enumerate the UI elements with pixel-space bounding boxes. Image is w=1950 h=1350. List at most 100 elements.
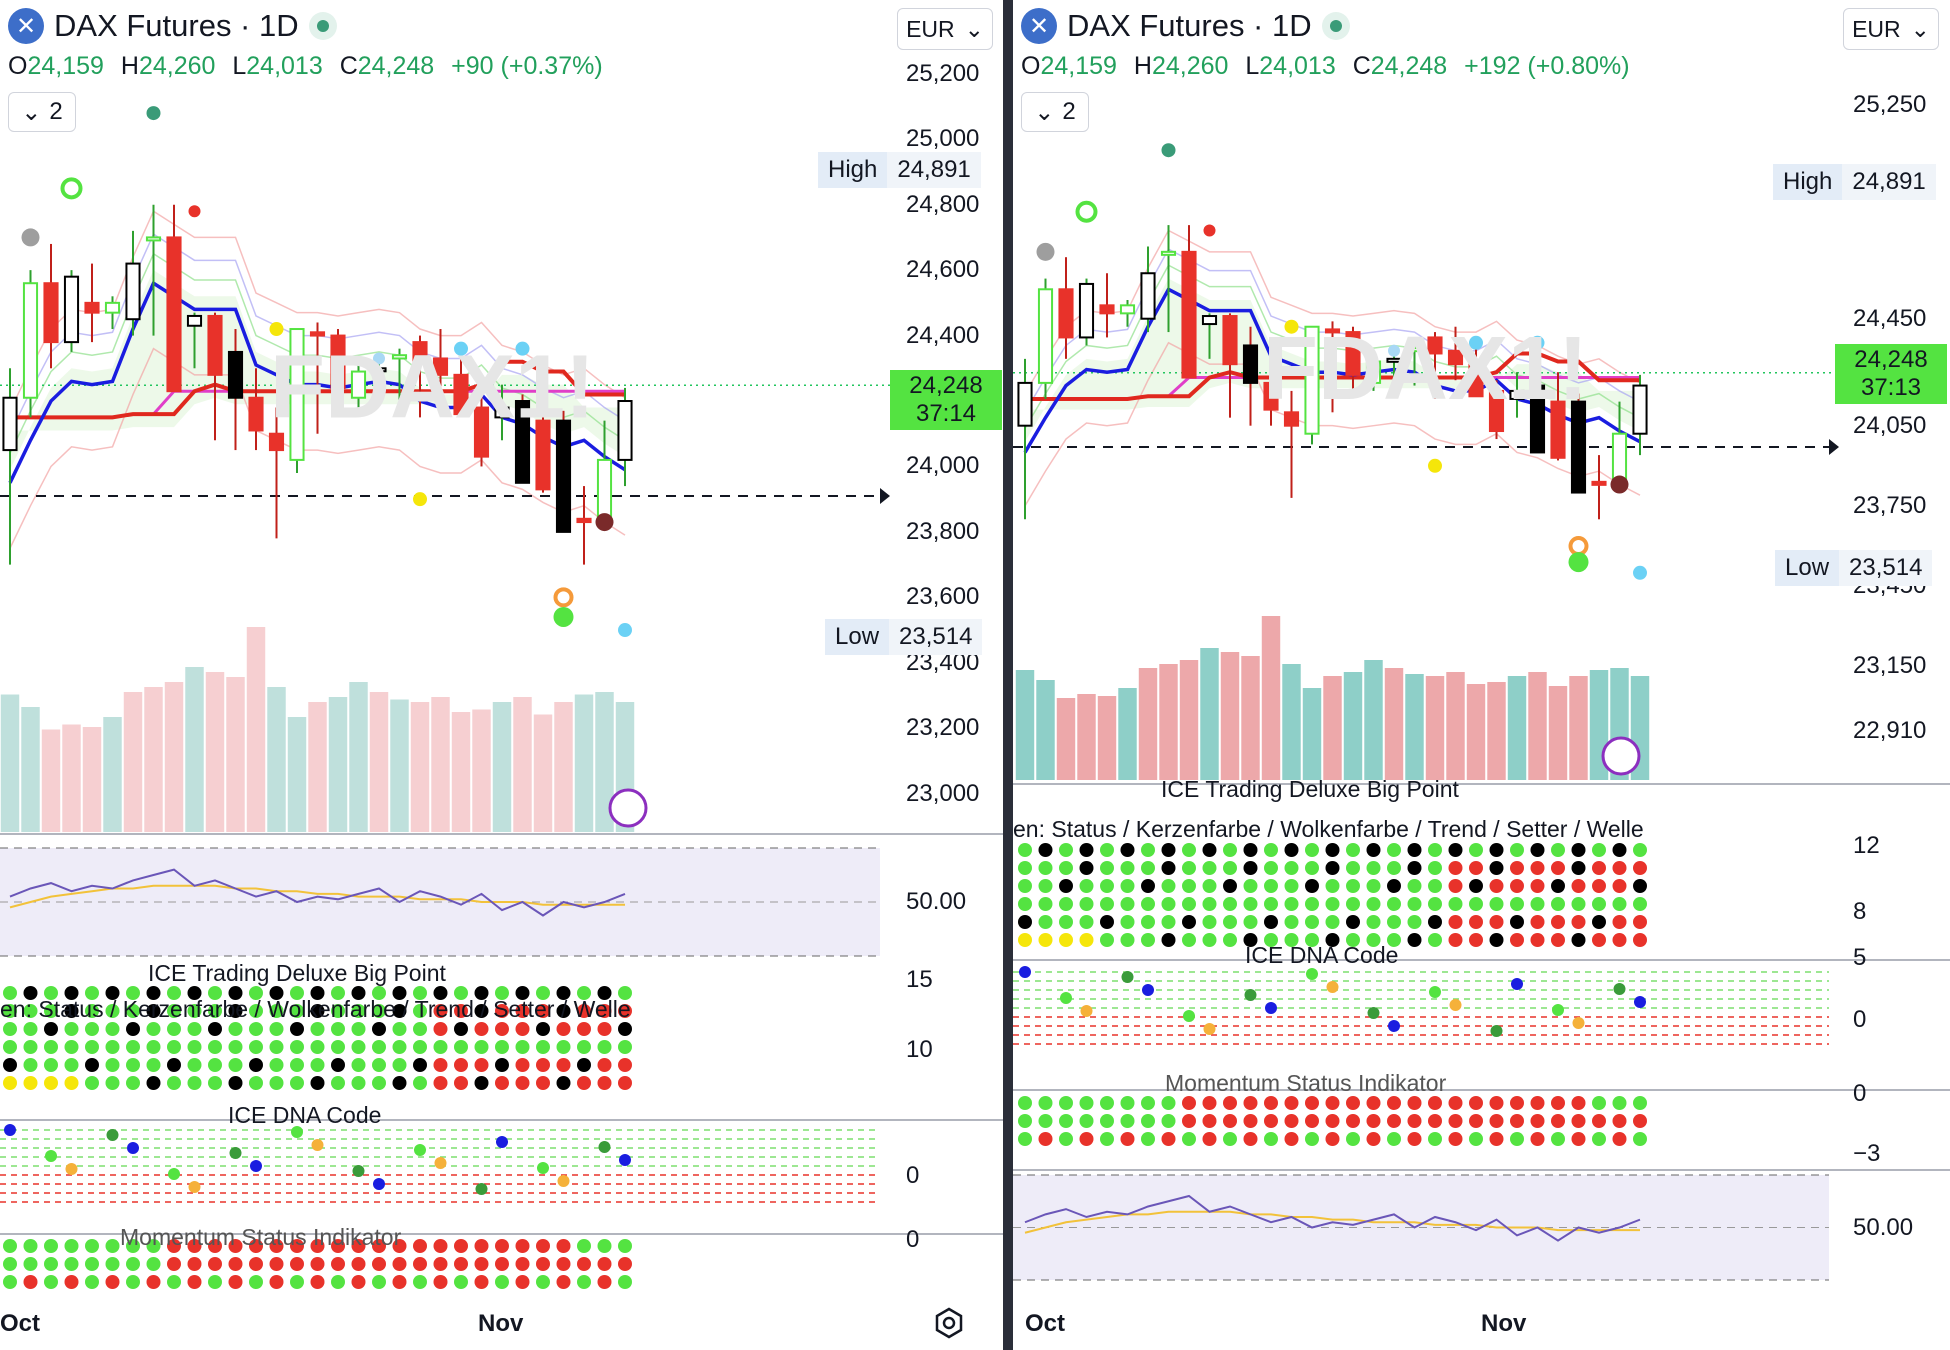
- big-point-dot: [556, 1022, 571, 1036]
- big-point-dot: [1305, 897, 1319, 911]
- momentum-dot: [290, 1239, 304, 1253]
- big-point-dot: [23, 1040, 38, 1054]
- momentum-dot: [208, 1275, 222, 1289]
- dna-dot: [619, 1154, 631, 1166]
- big-point-dot: [228, 1022, 243, 1036]
- big-point-dot: [1325, 897, 1340, 911]
- big-point-dot: [1346, 933, 1360, 947]
- big-point-dot: [1223, 915, 1237, 929]
- big-point-dot: [1469, 861, 1483, 875]
- big-point-dot: [1161, 843, 1176, 857]
- symbol-title[interactable]: DAX Futures · 1D: [1067, 8, 1312, 43]
- candle-body: [1181, 250, 1197, 379]
- momentum-dot: [1571, 1096, 1586, 1110]
- big-point-dot: [1100, 861, 1114, 875]
- momentum-dot: [372, 1257, 386, 1271]
- momentum-dot: [1510, 1132, 1524, 1146]
- symbol-header[interactable]: ✕ DAX Futures · 1D: [1021, 8, 1350, 44]
- big-point-dot: [126, 1004, 140, 1018]
- momentum-dot: [85, 1257, 99, 1271]
- bar-countdown: 37:13: [1860, 374, 1922, 401]
- momentum-dot: [1592, 1096, 1606, 1110]
- price-tick-label: 24,800: [906, 190, 980, 218]
- currency-select[interactable]: EUR ⌄: [897, 8, 993, 50]
- volume-bar: [1302, 688, 1322, 780]
- big-point-dot: [1325, 915, 1340, 929]
- big-point-dot: [1551, 861, 1565, 875]
- dashed-line-arrow: [1829, 439, 1839, 455]
- candle-body: [432, 357, 449, 376]
- momentum-dot: [105, 1257, 120, 1271]
- indicators-collapse-button[interactable]: ⌄ 2: [1021, 92, 1089, 132]
- big-point-dot: [556, 1040, 571, 1054]
- right-chart-pane[interactable]: FDAX1! ✕ DAX Futures · 1D O24,159 H24,26…: [1013, 0, 1950, 1350]
- left-chart-canvas[interactable]: FDAX1!: [0, 0, 1003, 1350]
- indicators-collapse-button[interactable]: ⌄ 2: [8, 92, 76, 132]
- big-point-dot: [1059, 915, 1073, 929]
- momentum-dot: [392, 1257, 407, 1271]
- dna-dot: [1572, 1017, 1585, 1029]
- big-point-dot: [290, 1022, 304, 1036]
- left-chart-pane[interactable]: FDAX1! ✕ DAX Futures · 1D O24,159 H24,26…: [0, 0, 1003, 1350]
- symbol-header[interactable]: ✕ DAX Futures · 1D: [8, 8, 337, 44]
- big-point-dot: [1612, 933, 1627, 947]
- momentum-dot: [228, 1239, 243, 1253]
- big-point-dot: [1551, 879, 1565, 893]
- momentum-dot: [1182, 1114, 1196, 1128]
- big-point-dot: [1633, 879, 1647, 893]
- big-point-dot: [1530, 861, 1545, 875]
- big-point-dot: [290, 1058, 304, 1072]
- pane-separator[interactable]: [1003, 0, 1013, 1350]
- signal-dot: [1388, 344, 1400, 357]
- big-point-dot: [1366, 933, 1381, 947]
- momentum-dot: [351, 1275, 366, 1289]
- gear-icon[interactable]: [932, 1306, 966, 1340]
- momentum-dot: [618, 1257, 632, 1271]
- big-point-dot: [413, 1022, 427, 1036]
- high-key: H: [120, 52, 139, 80]
- dna-dot: [229, 1147, 242, 1159]
- momentum-dot: [1633, 1096, 1647, 1110]
- big-point-dot: [597, 986, 612, 1000]
- candle-body: [268, 432, 285, 452]
- momentum-dot: [1141, 1132, 1155, 1146]
- big-point-dot: [249, 1076, 263, 1090]
- big-point-dot: [1182, 861, 1196, 875]
- volume-bar: [328, 697, 348, 832]
- momentum-dot: [1059, 1096, 1073, 1110]
- dna-dot: [65, 1163, 78, 1175]
- big-point-dot: [1387, 843, 1401, 857]
- currency-select[interactable]: EUR ⌄: [1843, 8, 1939, 50]
- big-point-dot: [290, 1004, 304, 1018]
- volume-bar: [349, 682, 368, 832]
- big-point-dot: [208, 1076, 222, 1090]
- big-point-dot: [351, 1004, 366, 1018]
- symbol-title[interactable]: DAX Futures · 1D: [54, 8, 299, 43]
- big-point-dot: [1182, 897, 1196, 911]
- dna-dot: [1367, 1007, 1380, 1019]
- chevron-down-icon: ⌄: [21, 98, 42, 126]
- big-point-dot: [1305, 933, 1319, 947]
- big-point-dot: [495, 1004, 509, 1018]
- right-chart-canvas[interactable]: FDAX1!: [1013, 0, 1950, 1350]
- momentum-tick-label: −3: [1853, 1140, 1881, 1167]
- big-point-dot: [1243, 933, 1258, 947]
- dna-dot: [291, 1126, 303, 1138]
- big-point-dot: [1428, 933, 1442, 947]
- volume-bar: [308, 702, 327, 832]
- momentum-dot: [1243, 1132, 1258, 1146]
- momentum-dot: [187, 1239, 202, 1253]
- candle-body: [494, 406, 510, 419]
- momentum-dot: [1489, 1132, 1504, 1146]
- momentum-dot: [1202, 1114, 1217, 1128]
- volume-bar: [410, 702, 430, 832]
- big-point-dot: [146, 1076, 161, 1090]
- signal-dot: [553, 587, 574, 608]
- candle-body: [1017, 381, 1033, 427]
- candle-body: [1345, 331, 1361, 376]
- big-point-dot: [1079, 861, 1094, 875]
- dna-tick-label: 5: [1853, 944, 1867, 971]
- momentum-dot: [454, 1275, 468, 1289]
- big-point-dot: [1592, 897, 1606, 911]
- big-point-dot: [146, 1058, 161, 1072]
